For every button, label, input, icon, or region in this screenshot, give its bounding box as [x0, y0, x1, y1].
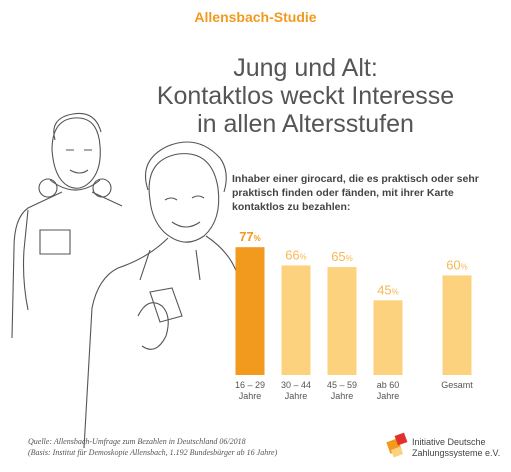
value-number: 65: [331, 249, 345, 264]
value-number: 77: [239, 229, 253, 244]
logo-text: Initiative Deutsche: [412, 437, 486, 447]
value-unit: %: [461, 262, 468, 271]
value-unit: %: [300, 252, 307, 261]
kicker: Allensbach-Studie: [194, 9, 317, 25]
category-label: 30 – 44 Jahre: [280, 380, 312, 401]
value-number: 66: [285, 247, 299, 262]
title-line: Jung und Alt:: [233, 54, 378, 82]
logo-icon: [390, 446, 404, 458]
value-unit: %: [392, 287, 399, 296]
logo-text: Zahlungssysteme e.V.: [412, 448, 501, 458]
value-number: 45: [377, 282, 391, 297]
bar: [373, 300, 403, 375]
chart-subtitle: Inhaber einer girocard, die es praktisch…: [232, 173, 479, 213]
value-label: 77%: [239, 229, 261, 244]
category-label: 45 – 59 Jahre: [326, 380, 358, 401]
category-label: ab 60 Jahre: [376, 380, 400, 401]
category-label: Gesamt: [441, 380, 473, 390]
value-number: 60: [446, 257, 460, 272]
bar: [327, 267, 357, 375]
title-line: Kontaktlos weckt Interesse: [156, 82, 455, 110]
value-unit: %: [346, 254, 353, 263]
basis-note: (Basis: Institut für Demoskopie Allensba…: [28, 448, 278, 457]
bar: [281, 265, 311, 375]
logo-icon: [394, 432, 408, 446]
bar: [235, 247, 265, 375]
source-note: Quelle: Allensbach-Umfrage zum Bezahlen …: [28, 437, 246, 446]
bar: [442, 275, 472, 375]
value-label: 66%: [285, 247, 307, 262]
value-label: 65%: [331, 249, 353, 264]
value-unit: %: [254, 234, 261, 243]
category-label: 16 – 29 Jahre: [234, 380, 266, 401]
value-label: 60%: [446, 257, 468, 272]
illustration: [11, 112, 245, 449]
title-line: in allen Altersstufen: [197, 110, 414, 138]
value-label: 45%: [377, 282, 399, 297]
